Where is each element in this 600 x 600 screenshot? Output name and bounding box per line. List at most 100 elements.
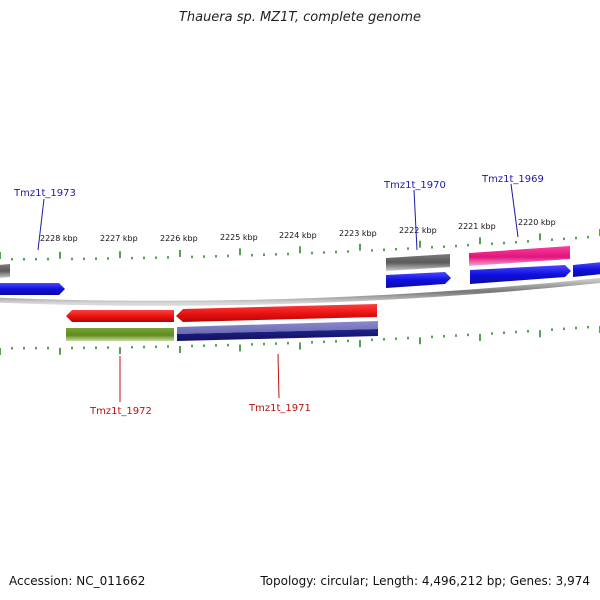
- inner-ring-minor-tick: [71, 346, 73, 350]
- inner-ring-minor-tick: [503, 331, 505, 335]
- gene-navy-1971: [177, 329, 378, 341]
- outer-ring-minor-tick: [527, 240, 529, 243]
- inner-tick-ring: [0, 325, 600, 355]
- gene-label-tmz1t-1971: Tmz1t_1971: [248, 403, 311, 414]
- inner-ring-minor-tick: [371, 338, 373, 342]
- outer-tick-ring: [0, 228, 600, 261]
- inner-ring-major-tick: [0, 348, 1, 355]
- outer-ring-major-tick: [479, 237, 481, 245]
- outer-ring-minor-tick: [107, 257, 109, 260]
- genome-title: Thauera sp. MZ1T, complete genome: [178, 10, 422, 25]
- outer-ring-minor-tick: [335, 250, 337, 254]
- inner-ring-major-tick: [359, 340, 361, 348]
- inner-ring-major-tick: [539, 330, 541, 338]
- inner-ring-major-tick: [239, 344, 241, 352]
- tick-labels: 2228 kbp 2227 kbp 2226 kbp 2225 kbp 2224…: [40, 218, 556, 243]
- tick-label-2228: 2228 kbp: [40, 234, 78, 243]
- inner-ring-minor-tick: [575, 326, 577, 330]
- inner-ring-minor-tick: [347, 339, 349, 343]
- outer-ring-minor-tick: [167, 256, 169, 259]
- inner-ring-minor-tick: [431, 335, 433, 339]
- forward-strand-features: [0, 246, 600, 295]
- inner-ring-minor-tick: [35, 346, 37, 350]
- gene-label-tmz1t-1970: Tmz1t_1970: [383, 180, 446, 191]
- gene-label-tmz1t-1969: Tmz1t_1969: [481, 174, 544, 185]
- outer-ring-major-tick: [119, 251, 121, 259]
- outer-ring-major-tick: [299, 246, 301, 254]
- gene-tmz1t-1972-arrow: [66, 310, 174, 322]
- gene-tmz1t-1971-arrow: [176, 304, 377, 322]
- inner-ring-major-tick: [59, 347, 61, 355]
- inner-ring-minor-tick: [11, 346, 13, 350]
- inner-ring-minor-tick: [215, 344, 217, 347]
- accession-text: Accession: NC_011662: [9, 574, 146, 588]
- inner-ring-major-tick: [299, 342, 301, 350]
- inner-ring-minor-tick: [455, 334, 457, 337]
- outer-ring-minor-tick: [455, 244, 457, 248]
- outer-ring-minor-tick: [443, 245, 445, 248]
- reverse-strand-features: [66, 304, 378, 341]
- inner-ring-minor-tick: [383, 338, 385, 341]
- outer-ring-major-tick: [419, 240, 421, 248]
- inner-ring-minor-tick: [47, 346, 49, 350]
- outer-ring-minor-tick: [23, 257, 25, 261]
- outer-ring-minor-tick: [467, 243, 469, 247]
- label-leaders: [37, 183, 519, 402]
- inner-ring-minor-tick: [323, 340, 325, 344]
- tick-label-2223: 2223 kbp: [339, 229, 377, 238]
- outer-ring-minor-tick: [11, 257, 13, 261]
- outer-ring-minor-tick: [587, 235, 589, 239]
- outer-ring-major-tick: [0, 252, 1, 259]
- outer-ring-major-tick: [539, 233, 541, 241]
- outer-ring-minor-tick: [503, 241, 505, 245]
- outer-ring-minor-tick: [263, 253, 265, 257]
- outer-ring-minor-tick: [515, 240, 517, 244]
- outer-ring-minor-tick: [431, 246, 433, 249]
- gene-gray-1970: [386, 254, 450, 271]
- outer-ring-minor-tick: [131, 256, 133, 260]
- gene-tmz1t-1973-arrow: [10, 283, 65, 295]
- gene-label-tmz1t-1973: Tmz1t_1973: [13, 188, 76, 199]
- inner-ring-minor-tick: [203, 344, 205, 347]
- outer-ring-minor-tick: [383, 248, 385, 252]
- outer-ring-minor-tick: [155, 256, 157, 259]
- inner-ring-minor-tick: [191, 344, 193, 348]
- outer-ring-minor-tick: [83, 257, 85, 261]
- inner-ring-major-tick: [119, 347, 121, 355]
- outer-ring-minor-tick: [203, 255, 205, 258]
- outer-ring-minor-tick: [395, 247, 397, 251]
- outer-ring-minor-tick: [47, 257, 49, 261]
- tick-label-2227: 2227 kbp: [100, 234, 138, 243]
- inner-ring-major-tick: [179, 346, 181, 354]
- outer-ring-major-tick: [239, 248, 241, 256]
- outer-ring-minor-tick: [215, 255, 217, 258]
- gene-forward-right-fragment: [573, 262, 600, 277]
- outer-ring-major-tick: [179, 249, 181, 257]
- outer-ring-minor-tick: [563, 237, 565, 241]
- tick-label-2225: 2225 kbp: [220, 233, 258, 242]
- leader-tmz1t-1973: [37, 198, 45, 251]
- inner-ring-minor-tick: [95, 346, 97, 349]
- outer-ring-minor-tick: [251, 253, 253, 257]
- inner-ring-major-tick: [479, 333, 481, 341]
- outer-ring-minor-tick: [311, 251, 313, 255]
- inner-ring-minor-tick: [251, 343, 253, 346]
- leader-tmz1t-1970: [413, 189, 418, 251]
- inner-ring-minor-tick: [467, 333, 469, 337]
- inner-ring-minor-tick: [23, 346, 25, 350]
- outer-ring-minor-tick: [191, 255, 193, 259]
- gene-label-tmz1t-1972: Tmz1t_1972: [89, 406, 152, 417]
- inner-ring-minor-tick: [131, 345, 133, 349]
- inner-ring-minor-tick: [107, 346, 109, 349]
- outer-ring-minor-tick: [323, 251, 325, 254]
- gene-gray-left-fragment: [0, 264, 10, 278]
- outer-ring-major-tick: [59, 251, 61, 259]
- gene-tmz1t-1970-arrow: [386, 272, 451, 288]
- inner-ring-minor-tick: [527, 329, 529, 333]
- inner-ring-minor-tick: [167, 345, 169, 348]
- outer-ring-minor-tick: [371, 249, 373, 252]
- tick-label-2222: 2222 kbp: [399, 226, 437, 235]
- outer-ring-minor-tick: [95, 257, 97, 260]
